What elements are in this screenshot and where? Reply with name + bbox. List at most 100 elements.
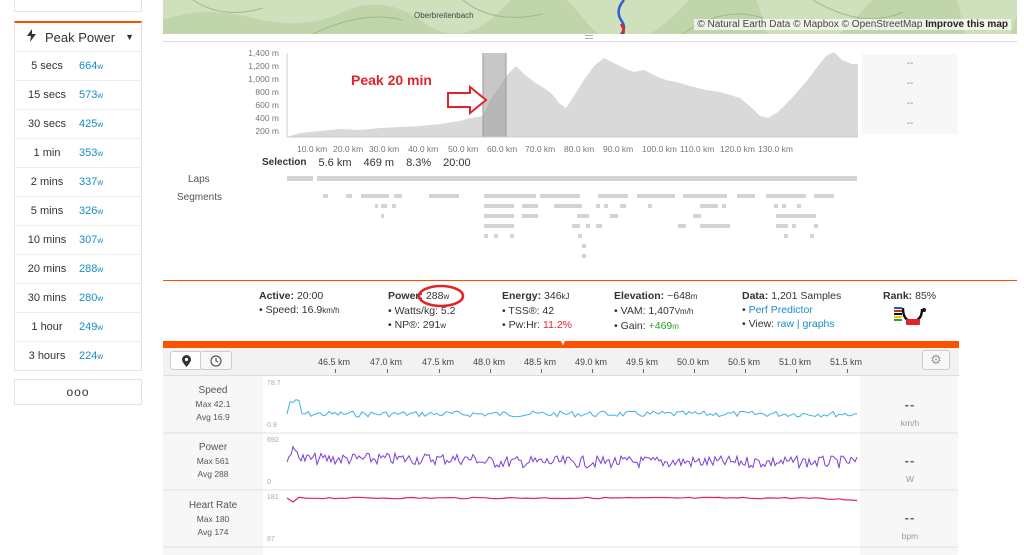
settings-button[interactable]: ⚙ [922,350,950,370]
stream-x-tick-mark [847,369,848,373]
stat-active: Active: 20:00 • Speed: 16.9km/h [259,290,340,316]
elevation-x-tick: 110.0 km [680,144,715,154]
peak-power-row[interactable]: 1 min 353w [15,138,141,167]
power-top-value: 692 [267,437,279,444]
streams-chart[interactable] [0,376,1024,555]
peak-power-row[interactable]: 30 secs 425w [15,109,141,138]
peak-duration: 10 mins [27,234,67,246]
peak-value: 280w [79,292,104,304]
speed-top-value: 78.7 [267,380,281,387]
gain-value: +469 [648,320,673,332]
peak-power-row[interactable]: 2 mins 337w [15,167,141,196]
peak-value: 353w [79,147,104,159]
peak-value: 307w [79,234,104,246]
selection-grade: 8.3% [406,157,432,169]
wkg-label: Watts/kg: [394,305,438,317]
selection-highlight[interactable] [483,53,506,137]
energy-unit: kJ [561,292,570,301]
vam-label: VAM: [620,305,646,317]
power-title: Power [198,442,228,453]
rank-value: 85% [915,290,937,302]
raw-link[interactable]: raw [777,318,794,330]
peak-power-row[interactable]: 5 secs 664w [15,51,141,80]
stream-x-tick: 49.0 km [575,357,608,367]
stream-x-tick: 51.5 km [830,357,863,367]
elevation-x-tick: 50.0 km [448,144,479,154]
peak-annotation: Peak 20 min [351,72,432,88]
speed-unit-label: km/h [900,418,920,428]
improve-map-link[interactable]: Improve this map [925,19,1008,30]
elevation-stat-cell: -- [862,74,958,94]
map[interactable]: Oberbreitenbach © Natural Earth Data © M… [163,0,1017,34]
heartrate-stream-line [286,496,858,503]
peak-power-row[interactable]: 20 mins 288w [15,254,141,283]
peak-power-row[interactable]: 10 mins 307w [15,225,141,254]
energy-value: 346 [544,290,562,302]
uci-pro-badge-icon [894,307,926,325]
peak-power-row[interactable]: 5 mins 326w [15,196,141,225]
peak-power-dropdown[interactable]: Peak Power ▼ [15,23,141,51]
laps-label: Laps [188,174,210,185]
peak-power-row[interactable]: 1 hour 249w [15,312,141,341]
lap-bar[interactable] [287,176,313,181]
elevation-y-tick: 600 m [255,100,279,110]
streams-collapse-bar[interactable]: ▼ [163,338,959,348]
caret-down-icon: ▼ [125,32,135,42]
lap-bar[interactable] [317,176,857,181]
power-value: 288 [425,290,444,302]
speed-bottom-value: 0.9 [267,422,277,429]
more-button[interactable]: ooo [14,379,142,405]
peak-duration: 30 secs [28,118,66,130]
stream-x-tick-mark [694,369,695,373]
stat-data: Data: 1,201 Samples • Perf Predictor • V… [742,290,842,330]
peak-duration: 5 secs [31,60,63,72]
map-attribution: © Natural Earth Data © Mapbox © OpenStre… [694,19,1011,30]
tss-value: 42 [542,305,555,317]
stream-x-tick: 46.5 km [318,357,351,367]
elevation-y-tick: 1,200 m [248,61,279,71]
elevation-x-tick: 70.0 km [525,144,556,154]
distance-toggle-button[interactable] [170,351,202,370]
active-value: 20:00 [296,290,324,302]
power-unit: w [443,292,450,301]
time-toggle-button[interactable] [200,351,232,370]
heartrate-avg: Avg 174 [197,527,229,537]
heartrate-bottom-value: 87 [267,536,275,543]
power-circle-annotation [417,284,465,308]
stream-x-tick-mark [439,369,440,373]
map-place-label: Oberbreitenbach [414,11,474,20]
perf-predictor-link[interactable]: Perf Predictor [748,304,813,316]
speed-current-value: -- [904,397,916,412]
stream-x-tick-mark [745,369,746,373]
stat-elevation: Elevation: ~648m • VAM: 1,407Vm/h • Gain… [614,290,698,332]
peak-duration: 2 mins [30,176,64,188]
map-resize-handle[interactable] [163,34,1017,42]
elevation-y-tick: 400 m [255,113,279,123]
heartrate-title: Heart Rate [188,500,238,511]
elevation-x-tick: 90.0 km [603,144,634,154]
elevation-y-tick: 1,000 m [248,74,279,84]
dropdown-label: Peak Power [45,29,116,45]
data-label: Data: [742,290,769,302]
wkg-value: 5.2 [440,305,456,317]
peak-power-row[interactable]: 15 secs 573w [15,80,141,109]
np-value: 291 [422,319,441,331]
elevation-y-tick: 200 m [255,126,279,136]
peak-duration: 5 mins [30,205,64,217]
arrow-icon [447,84,488,116]
np-unit: w [440,321,447,330]
selection-summary: Selection 5.6 km 469 m 8.3% 20:00 [262,157,471,169]
graphs-link[interactable]: graphs [802,318,835,330]
peak-power-row[interactable]: 3 hours 224w [15,341,141,370]
elevation-profile[interactable] [0,0,1024,280]
stream-x-tick: 51.0 km [779,357,812,367]
peak-power-row[interactable]: 30 mins 280w [15,283,141,312]
power-stream-line [286,445,858,470]
elevation-unit: m [690,292,698,301]
gain-unit: m [672,322,679,331]
vam-value: 1,407 [648,305,675,317]
peak-value: 573w [79,89,104,101]
segments-grid [323,194,834,258]
chevron-down-icon: ▼ [559,338,567,347]
pwhr-value: 11.2% [543,319,573,331]
